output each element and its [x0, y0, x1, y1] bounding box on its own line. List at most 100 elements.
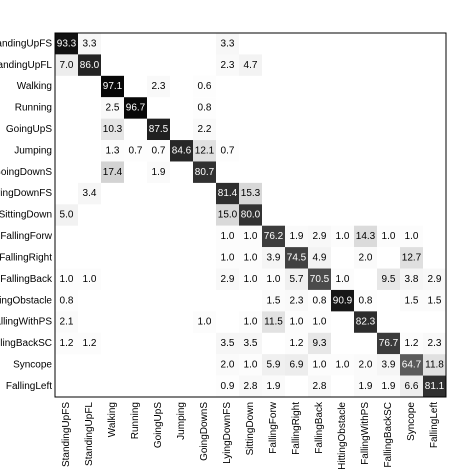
cell-label: 17.4	[103, 167, 123, 178]
cell-label: 1.2	[60, 338, 74, 349]
cell	[354, 289, 377, 312]
cell-label: 6.6	[405, 381, 419, 392]
row-label: FallingRight	[0, 252, 52, 263]
cell-label: 81.4	[218, 188, 238, 199]
cell	[55, 33, 78, 55]
cell-label: 11.8	[425, 360, 444, 371]
cell	[216, 225, 239, 248]
cell	[285, 268, 308, 290]
cell-label: 0.9	[221, 381, 235, 392]
cell	[78, 268, 101, 290]
cell	[193, 75, 216, 98]
cell-label: 0.8	[313, 295, 327, 306]
column-label: FallingBack	[314, 401, 325, 454]
cell-label: 1.5	[405, 295, 419, 306]
column-label: Jumping	[176, 402, 187, 440]
cell-label: 90.9	[333, 295, 353, 306]
row-label: StandingUpFL	[0, 60, 52, 71]
cell	[193, 311, 216, 333]
cell	[78, 182, 101, 205]
cell	[377, 268, 400, 290]
cell	[193, 140, 216, 162]
cell-label: 1.9	[382, 381, 396, 392]
cell-label: 2.5	[106, 103, 120, 114]
row-label: SittingDown	[0, 210, 52, 221]
column-label: FallingForw	[268, 401, 279, 453]
column-label: StandingUpFS	[61, 402, 72, 467]
cell	[147, 75, 170, 98]
cell	[400, 268, 423, 290]
cell-label: 1.0	[336, 231, 350, 242]
cell-label: 0.8	[60, 295, 74, 306]
cell	[400, 354, 423, 376]
cell	[239, 54, 262, 76]
cell	[78, 332, 101, 355]
cell-label: 1.0	[313, 317, 327, 328]
cell-label: 2.9	[428, 274, 442, 285]
cell-label: 1.0	[221, 231, 235, 242]
cell	[400, 225, 423, 248]
cell-label: 82.3	[356, 317, 376, 328]
cell-label: 7.0	[60, 60, 74, 71]
cell	[423, 375, 446, 397]
cell	[216, 354, 239, 376]
cell	[239, 375, 262, 397]
cell	[147, 161, 170, 183]
cell	[78, 54, 101, 76]
cell-label: 12.7	[402, 252, 422, 263]
cell-label: 15.3	[241, 188, 261, 199]
cell	[308, 311, 331, 333]
column-label: FallingBackSC	[383, 402, 394, 468]
row-label: StandingUpFS	[0, 38, 52, 49]
column-label: FallingLeft	[429, 402, 440, 448]
column-label: Walking	[107, 402, 118, 437]
cell	[262, 289, 285, 312]
row-label: Walking	[17, 81, 52, 92]
cell-label: 1.0	[244, 231, 258, 242]
cell	[285, 289, 308, 312]
row-label: FallingBack	[0, 274, 53, 285]
cell-label: 2.3	[152, 81, 166, 92]
cell	[101, 118, 124, 141]
cell-label: 2.0	[359, 360, 373, 371]
cell-label: 1.5	[267, 295, 281, 306]
cell-label: 0.8	[359, 295, 373, 306]
column-label: FallingWithPS	[360, 402, 371, 465]
cell	[216, 375, 239, 397]
cell	[285, 225, 308, 248]
cell	[216, 140, 239, 162]
cell-label: 1.0	[336, 360, 350, 371]
column-label: HittingObstacle	[337, 402, 348, 470]
cell	[216, 182, 239, 205]
row-label: LyingDownFS	[0, 188, 52, 199]
cell-label: 10.3	[103, 124, 123, 135]
cell-label: 1.2	[405, 338, 419, 349]
cell-label: 3.4	[83, 188, 97, 199]
cell-label: 3.5	[221, 338, 235, 349]
cell-label: 1.0	[244, 274, 258, 285]
cell	[262, 311, 285, 333]
cell-label: 1.0	[244, 360, 258, 371]
cell	[308, 247, 331, 269]
cell-label: 15.0	[218, 210, 238, 221]
cell	[124, 140, 147, 162]
cell	[193, 97, 216, 119]
row-label: HittingObstacle	[0, 295, 52, 306]
cell	[124, 97, 147, 119]
cell	[55, 204, 78, 226]
cell-label: 1.9	[290, 231, 304, 242]
cell	[354, 247, 377, 269]
cell	[216, 332, 239, 355]
cell	[285, 311, 308, 333]
cell-label: 3.5	[244, 338, 258, 349]
cell-label: 2.9	[313, 231, 327, 242]
cell-label: 3.9	[382, 360, 396, 371]
cell	[239, 311, 262, 333]
cell	[400, 247, 423, 269]
cell-label: 1.0	[313, 360, 327, 371]
cell-label: 1.0	[290, 317, 304, 328]
cell	[55, 268, 78, 290]
cell-label: 4.9	[313, 252, 327, 263]
